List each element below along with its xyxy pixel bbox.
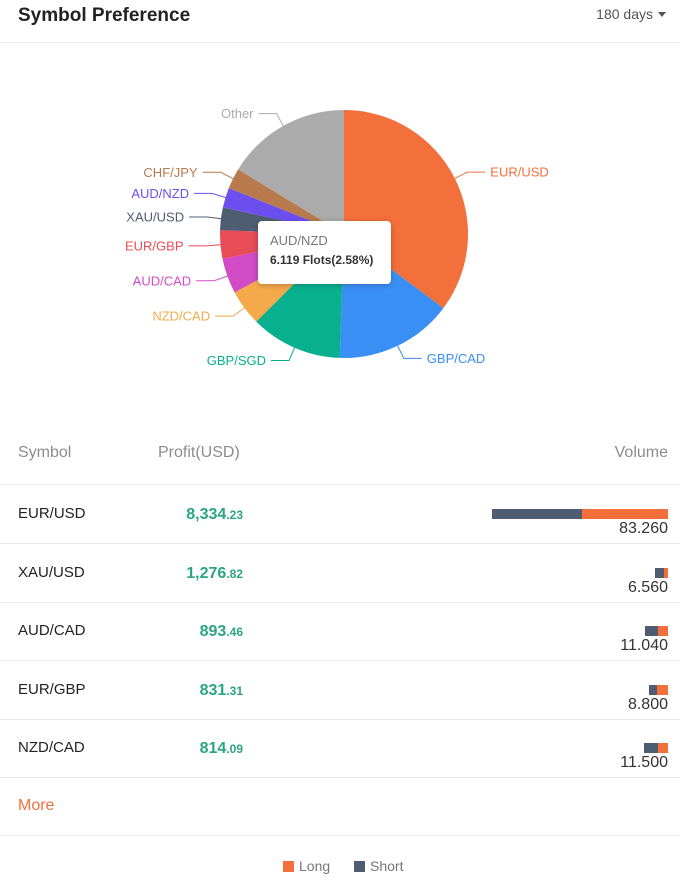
- pie-label: EUR/GBP: [125, 238, 184, 253]
- pie-label: AUD/CAD: [133, 273, 192, 288]
- pie-label-line: [194, 192, 228, 199]
- pie-label: NZD/CAD: [152, 309, 210, 324]
- volume-short-bar: [644, 626, 659, 636]
- period-dropdown[interactable]: 180 days: [596, 6, 666, 22]
- pie-label-line: [189, 216, 223, 220]
- pie-label-line: [215, 306, 247, 317]
- profit-cell: 1,276.82: [186, 565, 243, 583]
- page-title: Symbol Preference: [18, 5, 191, 26]
- table-row[interactable]: AUD/CAD 893.46 11.040: [0, 602, 680, 661]
- profit-cell: 814.09: [200, 740, 243, 758]
- volume-bar: [643, 743, 668, 753]
- table-row[interactable]: XAU/USD 1,276.82 6.560: [0, 544, 680, 603]
- pie-label-line: [202, 171, 236, 180]
- profit-decimal: .09: [226, 742, 243, 756]
- volume-bar: [491, 509, 668, 519]
- volume-bar: [649, 684, 668, 695]
- volume-long-bar: [658, 626, 668, 636]
- pie-slice-chf-jpy[interactable]: [228, 169, 344, 234]
- pie-label: EUR/USD: [490, 165, 549, 180]
- period-label: 180 days: [596, 6, 653, 22]
- profit-decimal: .46: [226, 625, 243, 639]
- tooltip-symbol: AUD/NZD: [270, 233, 328, 248]
- volume-value: 83.260: [619, 520, 668, 537]
- volume-long-bar: [657, 743, 668, 753]
- profit-decimal: .31: [226, 683, 243, 698]
- symbol-column-header: Symbol: [18, 444, 72, 461]
- volume-long-bar: [581, 509, 668, 519]
- pie-label-line: [271, 345, 296, 361]
- profit-cell: 831.31: [200, 682, 243, 700]
- profit-integer: 831: [199, 681, 227, 699]
- volume-short-bar: [643, 743, 658, 753]
- chart-tooltip: AUD/NZD 6.119 Flots(2.58%): [258, 221, 391, 284]
- volume-short-bar: [491, 509, 582, 519]
- volume-short-bar: [649, 684, 657, 695]
- profit-decimal: .23: [226, 508, 243, 522]
- volume-bar: [644, 626, 668, 636]
- volume-short-bar: [654, 567, 664, 578]
- pie-label-line: [396, 343, 422, 359]
- volume-long-bar: [663, 567, 668, 578]
- short-swatch-icon: [354, 861, 365, 872]
- pie-label: GBP/CAD: [427, 351, 486, 366]
- symbol-cell: NZD/CAD: [18, 739, 85, 756]
- pie-label-line: [196, 274, 230, 282]
- symbol-cell: EUR/GBP: [18, 680, 86, 698]
- volume-value: 8.800: [627, 695, 668, 713]
- profit-cell: 8,334.23: [186, 506, 243, 524]
- symbol-cell: XAU/USD: [18, 563, 85, 581]
- table-row[interactable]: EUR/USD 8,334.23 83.260: [0, 485, 680, 544]
- pie-label: CHF/JPY: [143, 165, 198, 180]
- table-header: Symbol Profit(USD) Volume: [0, 430, 680, 485]
- legend-long-label: Long: [299, 858, 331, 874]
- long-swatch-icon: [283, 861, 294, 872]
- profit-integer: 893: [199, 623, 227, 640]
- volume-bar: [654, 567, 668, 578]
- legend-short[interactable]: Short: [354, 858, 403, 874]
- chevron-down-icon: [658, 12, 666, 17]
- legend-long[interactable]: Long: [283, 858, 330, 874]
- divider: [0, 835, 680, 836]
- pie-slice-other[interactable]: [238, 110, 344, 234]
- symbol-cell: EUR/USD: [18, 505, 86, 522]
- symbol-cell: AUD/CAD: [18, 622, 86, 639]
- volume-value: 6.560: [627, 578, 668, 596]
- profit-decimal: .82: [226, 566, 243, 581]
- profit-cell: 893.46: [200, 623, 243, 641]
- pie-label: Other: [221, 106, 254, 121]
- pie-label-line: [258, 113, 285, 128]
- pie-label: GBP/SGD: [207, 353, 266, 368]
- volume-column-header: Volume: [614, 444, 668, 461]
- pie-label-line: [188, 244, 223, 247]
- profit-integer: 1,276: [186, 564, 227, 582]
- pie-label: XAU/USD: [126, 210, 184, 225]
- table-row[interactable]: NZD/CAD 814.09 11.500: [0, 719, 680, 778]
- pie-slice-eur-usd[interactable]: [344, 110, 469, 309]
- volume-value: 11.040: [620, 637, 668, 654]
- more-link[interactable]: More: [18, 797, 55, 814]
- pie-label: AUD/NZD: [131, 186, 189, 201]
- profit-integer: 814: [199, 740, 227, 757]
- tooltip-value: 6.119 Flots(2.58%): [270, 253, 374, 267]
- profit-integer: 8,334: [186, 506, 227, 523]
- profit-column-header: Profit(USD): [158, 444, 240, 461]
- table-row[interactable]: EUR/GBP 831.31 8.800: [0, 661, 680, 720]
- legend-short-label: Short: [370, 858, 404, 874]
- volume-value: 11.500: [620, 754, 668, 771]
- volume-long-bar: [656, 684, 668, 695]
- header: Symbol Preference 180 days: [0, 0, 680, 43]
- pie-label-line: [452, 171, 486, 180]
